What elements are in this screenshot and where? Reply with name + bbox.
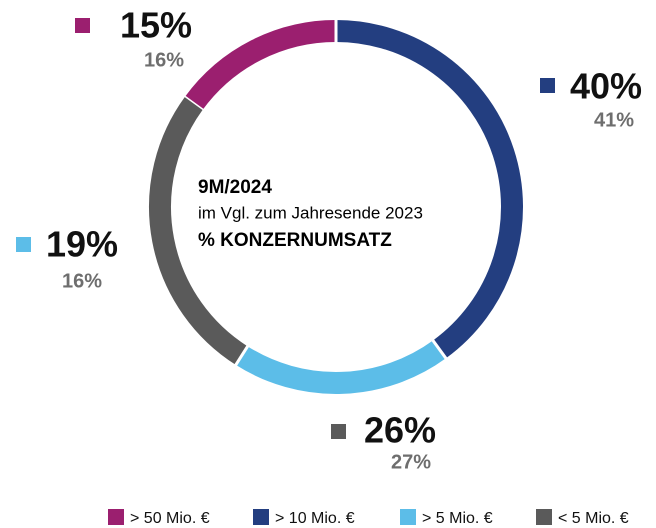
value-label: 26% — [364, 410, 436, 451]
label-swatch — [540, 78, 555, 93]
value-label: 19% — [46, 224, 118, 265]
legend-swatch — [400, 509, 416, 525]
legend-label: > 50 Mio. € — [130, 510, 210, 527]
legend-label: > 5 Mio. € — [422, 510, 493, 527]
donut-segment — [335, 20, 523, 359]
segment-gap — [425, 330, 454, 369]
donut-segment — [184, 20, 337, 111]
label-swatch — [331, 424, 346, 439]
segment-gap — [174, 89, 213, 118]
legend-swatch — [536, 509, 552, 525]
value-label: 15% — [120, 5, 192, 46]
previous-value-label: 16% — [144, 49, 184, 71]
legend-swatch — [253, 509, 269, 525]
chart-title: 9M/2024 — [198, 177, 272, 198]
value-label: 40% — [570, 66, 642, 107]
label-swatch — [16, 237, 31, 252]
segment-gap — [228, 336, 255, 375]
previous-value-label: 41% — [594, 109, 634, 131]
legend-swatch — [108, 509, 124, 525]
donut-segment — [235, 340, 446, 394]
legend-label: < 5 Mio. € — [558, 510, 629, 527]
legend-label: > 10 Mio. € — [275, 510, 355, 527]
chart-subtitle: im Vgl. zum Jahresende 2023 — [198, 203, 423, 222]
donut-segment — [149, 97, 248, 365]
label-swatch — [75, 18, 90, 33]
previous-value-label: 27% — [391, 451, 431, 473]
center-label: % KONZERNUMSATZ — [198, 230, 392, 251]
previous-value-label: 16% — [62, 270, 102, 292]
